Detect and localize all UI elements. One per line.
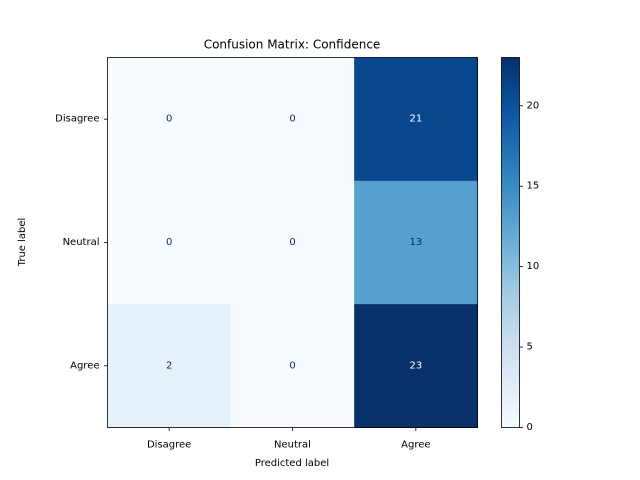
heatmap-cell [107, 57, 232, 182]
heatmap-cell [107, 180, 232, 305]
heatmap-cell [107, 304, 232, 428]
cell-value-label: 0 [289, 237, 295, 248]
colorbar-tick-label: 15 [527, 181, 540, 192]
colorbar-tick-label: 10 [527, 261, 540, 272]
heatmap-cell [354, 304, 478, 428]
colorbar-tick-label: 0 [527, 422, 533, 433]
heatmap-cell [230, 57, 355, 182]
heatmap-cell [230, 180, 355, 305]
colorbar-tick-label: 5 [527, 342, 533, 353]
cell-value-label: 13 [409, 237, 422, 248]
heatmap-cells: 0 0 21 0 0 13 2 0 23 [107, 57, 478, 428]
heatmap-cell [354, 57, 478, 182]
colorbar-frame [501, 57, 520, 428]
colorbar-gradient [501, 57, 520, 428]
x-tick-label: Disagree [147, 440, 191, 451]
heatmap-cell [230, 304, 355, 428]
x-tick-label: Agree [401, 440, 430, 451]
cell-value-label: 2 [166, 360, 172, 371]
chart-title: Confusion Matrix: Confidence [204, 38, 381, 52]
colorbar: 0 5 10 15 20 [501, 57, 540, 433]
cell-value-label: 0 [166, 114, 172, 125]
y-axis-ticks: Disagree Neutral Agree [55, 114, 108, 371]
cell-value-label: 0 [289, 114, 295, 125]
y-tick-label: Disagree [55, 114, 99, 125]
cell-value-label: 0 [166, 237, 172, 248]
cell-value-label: 23 [409, 360, 422, 371]
y-tick-label: Agree [70, 360, 99, 371]
colorbar-tick-label: 20 [527, 100, 540, 111]
heatmap-cell [354, 180, 478, 305]
cell-value-label: 21 [409, 114, 422, 125]
y-tick-label: Neutral [63, 237, 100, 248]
x-tick-label: Neutral [274, 440, 311, 451]
x-axis-label: Predicted label [255, 458, 329, 469]
y-axis-label: True label [17, 218, 28, 268]
cell-value-label: 0 [289, 360, 295, 371]
x-axis-ticks: Disagree Neutral Agree [147, 427, 431, 451]
